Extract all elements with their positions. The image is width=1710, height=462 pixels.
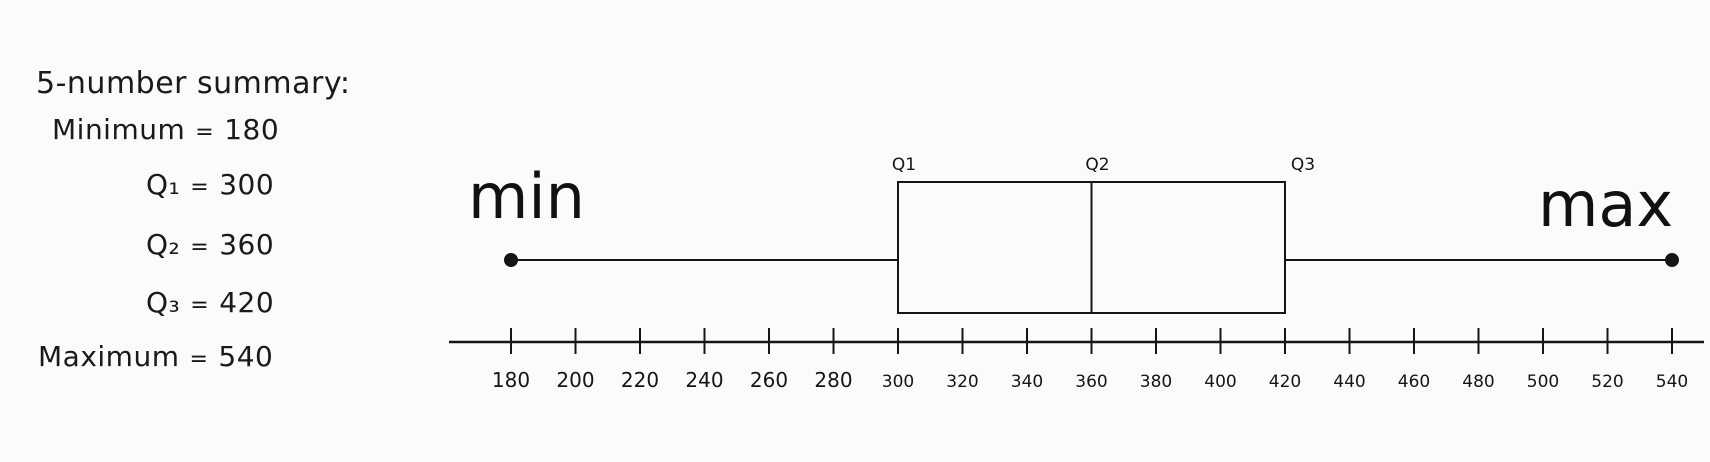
tick-label: 380 — [1140, 372, 1172, 392]
tick-label: 480 — [1462, 372, 1494, 392]
summary-row-q3: Q₃ = 420 — [146, 286, 274, 319]
max-point — [1665, 253, 1679, 267]
summary-label-maximum: Maximum — [38, 340, 180, 373]
summary-label-q3: Q₃ — [146, 286, 181, 319]
summary-value-minimum: 180 — [224, 113, 280, 146]
min-point — [504, 253, 518, 267]
five-number-summary: 5-number summary: Minimum = 180 Q₁ = 300 Q₂ =… — [0, 0, 350, 400]
tick-label: 340 — [1011, 372, 1043, 392]
summary-row-q1: Q₁ = 300 — [146, 168, 274, 201]
summary-value-q3: 420 — [219, 286, 275, 319]
equals-sign: = — [190, 293, 210, 318]
summary-label-minimum: Minimum — [52, 113, 186, 146]
tick-label: 280 — [814, 368, 852, 392]
equals-sign: = — [190, 175, 210, 200]
summary-title: 5-number summary: — [36, 66, 351, 101]
tick-label: 500 — [1527, 372, 1559, 392]
tick-label: 460 — [1398, 372, 1430, 392]
tick-label: 180 — [492, 368, 530, 392]
tick-label: 440 — [1333, 372, 1365, 392]
tick-label: 520 — [1591, 372, 1623, 392]
summary-value-maximum: 540 — [218, 340, 274, 373]
summary-value-q2: 360 — [219, 228, 275, 261]
tick-label: 200 — [556, 368, 594, 392]
tick-label: 420 — [1269, 372, 1301, 392]
max-label: max — [1538, 168, 1674, 241]
tick-label: 360 — [1075, 372, 1107, 392]
equals-sign: = — [195, 120, 215, 145]
equals-sign: = — [190, 235, 210, 260]
tick-label: 540 — [1656, 372, 1688, 392]
summary-value-q1: 300 — [219, 168, 275, 201]
min-label: min — [468, 160, 585, 233]
summary-label-q2: Q₂ — [146, 228, 181, 261]
quartile-label-q1: Q1 — [892, 155, 916, 175]
summary-row-q2: Q₂ = 360 — [146, 228, 274, 261]
tick-label: 220 — [621, 368, 659, 392]
tick-label: 320 — [946, 372, 978, 392]
quartile-label-q2: Q2 — [1085, 155, 1109, 175]
summary-row-maximum: Maximum = 540 — [38, 340, 273, 373]
quartile-label-q3: Q3 — [1291, 155, 1315, 175]
tick-label: 260 — [750, 368, 788, 392]
summary-label-q1: Q₁ — [146, 168, 181, 201]
tick-label: 240 — [685, 368, 723, 392]
equals-sign: = — [189, 347, 209, 372]
tick-label: 400 — [1204, 372, 1236, 392]
tick-label: 300 — [882, 372, 914, 392]
summary-row-minimum: Minimum = 180 — [52, 113, 279, 146]
